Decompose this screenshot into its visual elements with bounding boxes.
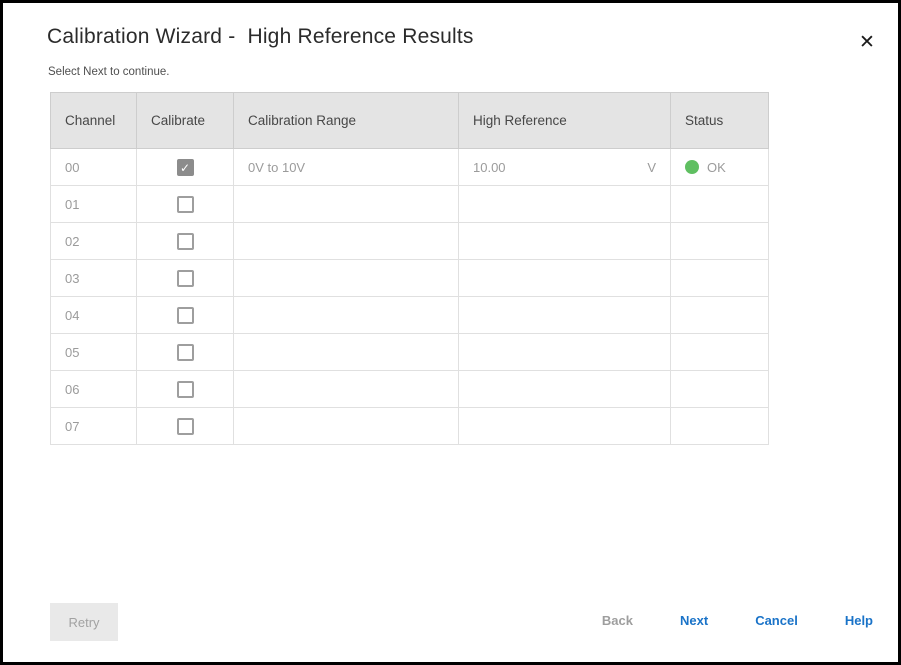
column-header-calibrate: Calibrate (136, 92, 234, 149)
calibrate-cell: ✓ (136, 148, 234, 186)
high-reference-cell (458, 370, 671, 408)
checkbox-unchecked[interactable] (176, 195, 194, 213)
channel-cell: 00 (50, 148, 137, 186)
cancel-button[interactable]: Cancel (755, 613, 798, 628)
high-reference-value: 10.00 (473, 159, 506, 175)
dialog-subtitle: Select Next to continue. (48, 66, 170, 78)
column-header-calibration-range: Calibration Range (233, 92, 459, 149)
table-row: 03 (50, 259, 769, 297)
status-ok-dot-icon (685, 160, 699, 174)
checkbox-unchecked[interactable] (176, 343, 194, 361)
status-label: OK (707, 159, 726, 175)
column-header-channel: Channel (50, 92, 137, 149)
checkbox-unchecked[interactable] (176, 269, 194, 287)
table-row: 05 (50, 333, 769, 371)
calibration-range-cell (233, 370, 459, 408)
table-row: 00 ✓ 0V to 10V 10.00 V OK (50, 148, 769, 186)
high-reference-cell (458, 222, 671, 260)
footer-links: Back Next Cancel Help (602, 613, 873, 628)
status-cell: OK (670, 148, 769, 186)
calibrate-cell (136, 333, 234, 371)
table-row: 06 (50, 370, 769, 408)
table-header: Channel Calibrate Calibration Range High Re… (50, 92, 769, 149)
status-cell (670, 407, 769, 445)
table-body: 00 ✓ 0V to 10V 10.00 V OK 01 02 03 04 05 06 07 (50, 148, 769, 445)
help-button[interactable]: Help (844, 613, 873, 628)
checkbox-unchecked[interactable] (176, 417, 194, 435)
back-button[interactable]: Back (601, 613, 633, 628)
channel-cell: 01 (50, 185, 137, 223)
calibrate-cell (136, 370, 234, 408)
calibration-range-cell (233, 407, 459, 445)
checkbox-unchecked[interactable] (176, 306, 194, 324)
status-cell (670, 185, 769, 223)
calibration-range-cell (233, 259, 459, 297)
next-button[interactable]: Next (680, 613, 709, 628)
table-row: 04 (50, 296, 769, 334)
channel-cell: 02 (50, 222, 137, 260)
calibrate-cell (136, 296, 234, 334)
calibration-table: Channel Calibrate Calibration Range High Re… (50, 92, 769, 445)
table-row: 07 (50, 407, 769, 445)
dialog-title: Calibration Wizard - High Reference Resu… (47, 25, 474, 48)
checkbox-unchecked[interactable] (176, 380, 194, 398)
high-reference-cell (458, 407, 671, 445)
calibrate-cell (136, 185, 234, 223)
calibrate-cell (136, 259, 234, 297)
column-header-high-reference: High Reference (458, 92, 671, 149)
calibration-range-cell (233, 185, 459, 223)
calibration-range-cell (233, 296, 459, 334)
high-reference-cell (458, 296, 671, 334)
high-reference-cell (458, 185, 671, 223)
retry-button[interactable]: Retry (50, 603, 118, 641)
status-cell (670, 333, 769, 371)
high-reference-cell: 10.00 V (458, 148, 671, 186)
calibration-range-cell: 0V to 10V (233, 148, 459, 186)
column-header-status: Status (670, 92, 769, 149)
table-header-row: Channel Calibrate Calibration Range High Re… (50, 92, 769, 149)
calibration-range-cell (233, 333, 459, 371)
high-reference-unit: V (647, 159, 656, 175)
channel-cell: 05 (50, 333, 137, 371)
calibration-range-cell (233, 222, 459, 260)
checkbox-unchecked[interactable] (176, 232, 194, 250)
status-cell (670, 222, 769, 260)
channel-cell: 03 (50, 259, 137, 297)
status-cell (670, 296, 769, 334)
high-reference-cell (458, 259, 671, 297)
high-reference-cell (458, 333, 671, 371)
checkbox-checked[interactable]: ✓ (176, 158, 194, 176)
channel-cell: 06 (50, 370, 137, 408)
channel-cell: 07 (50, 407, 137, 445)
calibrate-cell (136, 407, 234, 445)
table-row: 01 (50, 185, 769, 223)
calibrate-cell (136, 222, 234, 260)
close-icon[interactable]: ✕ (852, 27, 882, 57)
table-row: 02 (50, 222, 769, 260)
channel-cell: 04 (50, 296, 137, 334)
status-cell (670, 370, 769, 408)
status-cell (670, 259, 769, 297)
